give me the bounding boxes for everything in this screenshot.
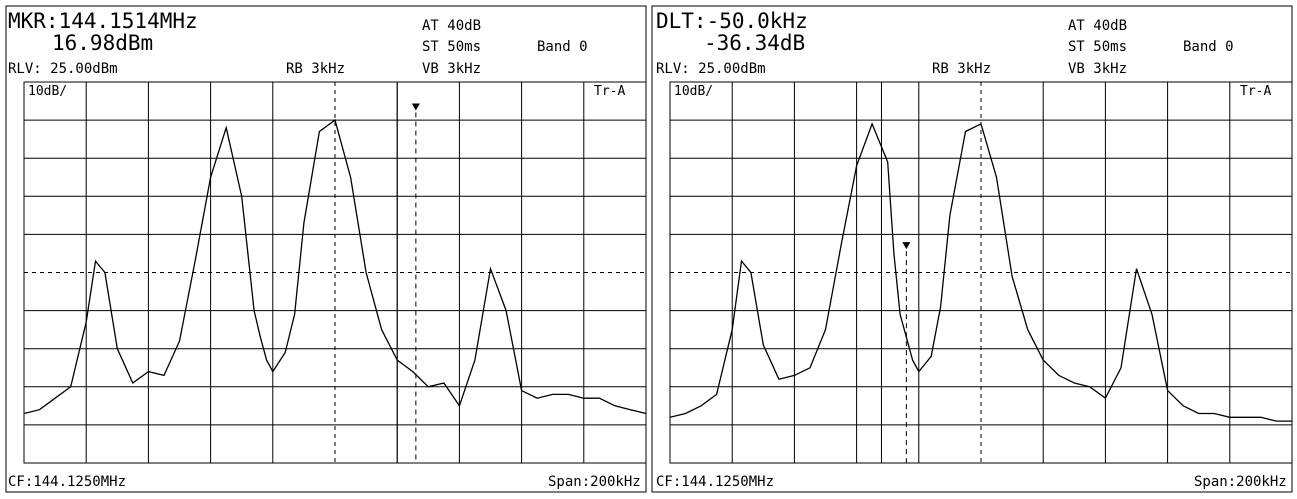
- marker-icon: [411, 103, 420, 111]
- attenuation-label: AT 40dB: [1068, 18, 1127, 34]
- readout-line1: MKR:144.1514MHz: [8, 9, 198, 33]
- readout-line2: -36.34dB: [704, 31, 805, 55]
- readout-line2: 16.98dBm: [52, 31, 153, 55]
- spectrum-trace: [669, 122, 1292, 422]
- readout-line1: DLT:-50.0kHz: [656, 9, 808, 33]
- reference-level-label: RLV: 25.00dBm: [8, 61, 118, 77]
- video-bw-label: VB 3kHz: [1068, 61, 1127, 77]
- panel-border: [5, 5, 647, 493]
- resolution-bw-label: RB 3kHz: [286, 61, 345, 77]
- spectrum-trace: [23, 119, 647, 415]
- spectrum-panel-left: MKR:144.1514MHz 16.98dBm AT 40dB ST 50ms…: [5, 5, 647, 493]
- scale-label: 10dB/: [28, 84, 67, 99]
- sweep-time-label: ST 50ms: [1068, 39, 1127, 55]
- band-label: Band 0: [1183, 39, 1234, 55]
- plot-area: [23, 81, 647, 464]
- band-label: Band 0: [537, 39, 588, 55]
- attenuation-label: AT 40dB: [422, 18, 481, 34]
- reference-level-label: RLV: 25.00dBm: [656, 61, 766, 77]
- marker-icon: [902, 242, 911, 250]
- panel-border: [651, 5, 1293, 493]
- span-label: Span:200kHz: [1194, 474, 1287, 490]
- center-frequency-label: CF:144.1250MHz: [656, 474, 774, 490]
- center-frequency-label: CF:144.1250MHz: [8, 474, 126, 490]
- scale-label: 10dB/: [674, 84, 713, 99]
- video-bw-label: VB 3kHz: [422, 61, 481, 77]
- sweep-time-label: ST 50ms: [422, 39, 481, 55]
- resolution-bw-label: RB 3kHz: [932, 61, 991, 77]
- plot-area: [669, 81, 1293, 464]
- trace-label: Tr-A: [1240, 84, 1271, 99]
- trace-label: Tr-A: [594, 84, 625, 99]
- span-label: Span:200kHz: [548, 474, 641, 490]
- spectrum-panel-right: DLT:-50.0kHz -36.34dB AT 40dB ST 50ms Ba…: [651, 5, 1293, 493]
